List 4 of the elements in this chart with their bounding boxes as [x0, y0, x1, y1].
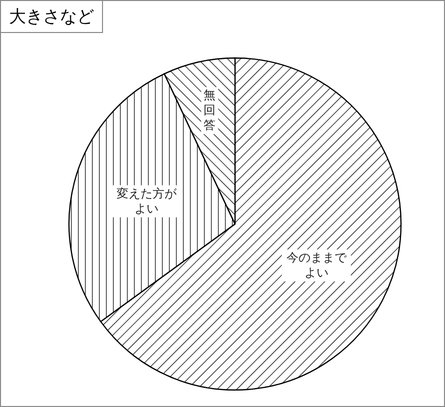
slice-label: 今のままでよい	[286, 250, 348, 280]
chart-title: 大きさなど	[1, 1, 103, 33]
slice-label: 無回答	[204, 88, 216, 132]
slice-label: 変えた方がよい	[116, 186, 178, 216]
